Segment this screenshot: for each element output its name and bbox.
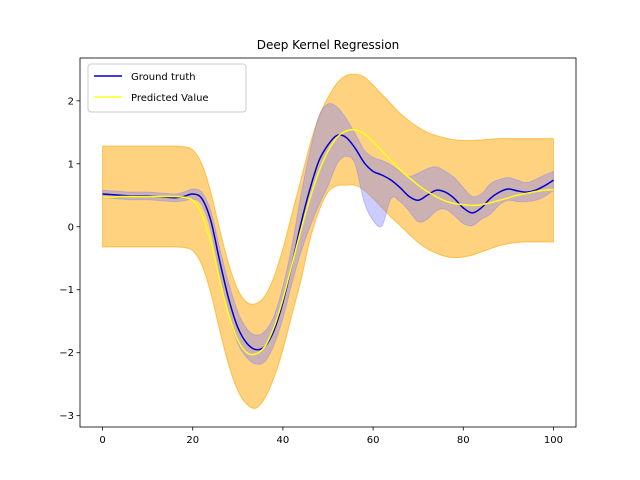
y-tick-label: 2 — [68, 96, 74, 107]
y-tick-label: 1 — [68, 159, 74, 170]
legend-label-predicted-value: Predicted Value — [131, 93, 209, 104]
x-tick-label: 20 — [186, 435, 199, 446]
predicted-value-line — [102, 128, 554, 356]
x-tick-label: 40 — [277, 435, 290, 446]
plot-area — [102, 73, 554, 409]
y-tick-label: −2 — [59, 348, 74, 359]
ground-truth-line — [102, 134, 554, 351]
chart-title: Deep Kernel Regression — [257, 38, 400, 52]
legend: Ground truth Predicted Value — [87, 63, 247, 113]
y-tick-label: 0 — [68, 222, 74, 233]
plot-frame — [79, 57, 577, 428]
y-tick-label: −1 — [59, 285, 74, 296]
legend-box — [87, 63, 247, 113]
predicted-value-confidence-band — [102, 73, 554, 409]
x-tick-label: 0 — [99, 435, 105, 446]
axes: 0 20 40 60 80 100 −3 −2 −1 0 1 2 — [59, 57, 577, 446]
legend-label-ground-truth: Ground truth — [131, 72, 196, 83]
y-tick-label: −3 — [59, 411, 74, 422]
x-tick-label: 80 — [457, 435, 470, 446]
x-tick-label: 100 — [544, 435, 563, 446]
x-tick-label: 60 — [367, 435, 380, 446]
